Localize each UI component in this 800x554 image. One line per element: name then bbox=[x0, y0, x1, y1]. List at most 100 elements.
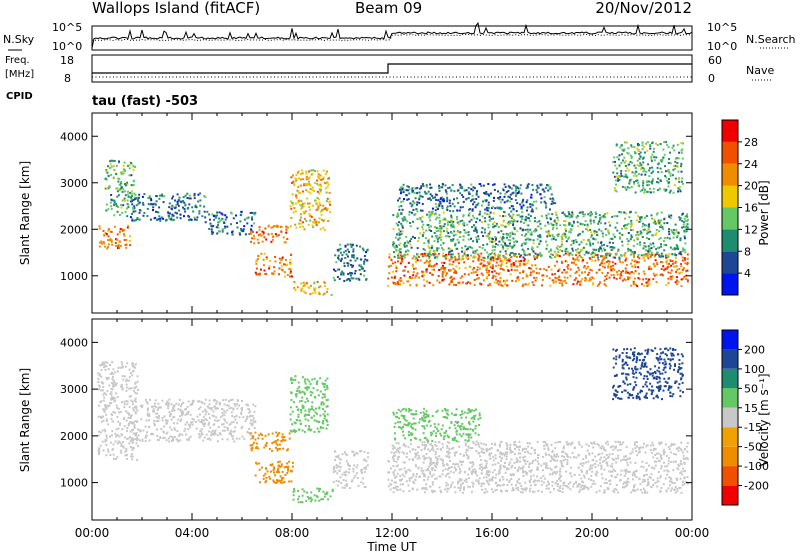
scatter-cell bbox=[150, 199, 153, 202]
scatter-cell bbox=[131, 362, 134, 364]
scatter-cell bbox=[182, 401, 185, 404]
scatter-cell bbox=[649, 255, 652, 258]
scatter-cell bbox=[634, 259, 637, 262]
scatter-cell bbox=[108, 404, 111, 407]
scatter-cell bbox=[478, 213, 481, 216]
scatter-cell bbox=[259, 268, 262, 271]
scatter-cell bbox=[435, 262, 438, 265]
scatter-cell bbox=[465, 198, 468, 201]
scatter-cell bbox=[157, 211, 160, 214]
scatter-cell bbox=[149, 398, 151, 401]
scatter-cell bbox=[409, 225, 412, 228]
scatter-cell bbox=[153, 405, 156, 408]
scatter-cell bbox=[486, 209, 489, 212]
power-y-axis-label: Slant Range [km] bbox=[18, 161, 32, 265]
scatter-cell bbox=[320, 213, 323, 216]
scatter-cell bbox=[131, 446, 134, 449]
scatter-cell bbox=[211, 213, 214, 216]
scatter-cell bbox=[278, 257, 281, 260]
scatter-cell bbox=[612, 264, 615, 267]
scatter-cell bbox=[406, 249, 409, 252]
scatter-cell bbox=[412, 200, 415, 203]
scatter-cell bbox=[448, 283, 451, 286]
scatter-cell bbox=[563, 276, 566, 279]
scatter-cell bbox=[398, 228, 400, 231]
scatter-cell bbox=[298, 400, 301, 403]
scatter-cell bbox=[166, 400, 169, 403]
scatter-cell bbox=[116, 370, 119, 373]
scatter-cell bbox=[280, 225, 283, 228]
scatter-cell bbox=[646, 237, 648, 239]
scatter-cell bbox=[672, 168, 675, 171]
scatter-cell bbox=[205, 410, 208, 413]
scatter-cell bbox=[680, 180, 683, 183]
scatter-cell bbox=[239, 220, 242, 223]
scatter-cell bbox=[531, 270, 534, 273]
scatter-cell bbox=[451, 263, 454, 266]
scatter-cell bbox=[153, 402, 156, 405]
scatter-cell bbox=[298, 495, 301, 498]
scatter-cell bbox=[127, 190, 129, 193]
scatter-cell bbox=[416, 210, 419, 213]
scatter-cell bbox=[139, 209, 142, 212]
scatter-cell bbox=[310, 405, 313, 408]
scatter-cell bbox=[543, 447, 546, 450]
scatter-cell bbox=[224, 218, 227, 221]
scatter-cell bbox=[629, 249, 632, 252]
scatter-cell bbox=[650, 156, 653, 159]
scatter-cell bbox=[116, 210, 119, 213]
scatter-cell bbox=[491, 240, 494, 243]
scatter-cell bbox=[398, 188, 401, 191]
scatter-cell bbox=[109, 454, 112, 456]
scatter-cell bbox=[128, 422, 130, 425]
scatter-cell bbox=[346, 243, 349, 246]
scatter-cell bbox=[633, 254, 635, 257]
scatter-cell bbox=[639, 220, 642, 223]
scatter-cell bbox=[300, 400, 303, 402]
scatter-cell bbox=[270, 232, 273, 235]
scatter-cell bbox=[679, 486, 682, 489]
scatter-cell bbox=[203, 436, 206, 439]
scatter-cell bbox=[131, 374, 134, 377]
scatter-cell bbox=[644, 151, 646, 154]
scatter-cell bbox=[478, 267, 481, 270]
scatter-cell bbox=[363, 451, 366, 454]
scatter-cell bbox=[612, 242, 615, 244]
scatter-cell bbox=[387, 277, 390, 280]
scatter-cell bbox=[104, 365, 107, 368]
scatter-cell bbox=[303, 217, 306, 220]
scatter-cell bbox=[303, 380, 306, 383]
scatter-cell bbox=[462, 214, 465, 217]
scatter-cell bbox=[558, 282, 561, 284]
scatter-cell bbox=[539, 240, 542, 243]
scatter-cell bbox=[258, 229, 261, 232]
scatter-cell bbox=[97, 448, 100, 451]
scatter-cell bbox=[131, 455, 134, 458]
scatter-cell bbox=[147, 197, 150, 200]
scatter-cell bbox=[643, 284, 646, 287]
scatter-cell bbox=[109, 373, 112, 376]
scatter-cell bbox=[652, 170, 655, 173]
scatter-cell bbox=[136, 438, 139, 440]
scatter-cell bbox=[514, 185, 517, 188]
scatter-cell bbox=[139, 430, 142, 433]
scatter-cell bbox=[125, 379, 128, 382]
scatter-cell bbox=[446, 234, 449, 237]
scatter-cell bbox=[126, 226, 129, 229]
scatter-cell bbox=[686, 269, 689, 272]
scatter-cell bbox=[99, 444, 102, 447]
scatter-cell bbox=[623, 278, 626, 281]
scatter-cell bbox=[344, 484, 347, 487]
scatter-cell bbox=[409, 240, 412, 243]
scatter-cell bbox=[600, 216, 603, 219]
scatter-cell bbox=[472, 250, 475, 253]
scatter-cell bbox=[438, 236, 441, 239]
scatter-cell bbox=[188, 437, 191, 440]
scatter-cell bbox=[678, 180, 681, 183]
scatter-cell bbox=[305, 176, 308, 178]
scatter-cell bbox=[274, 260, 277, 263]
scatter-cell bbox=[624, 173, 627, 176]
scatter-cell bbox=[563, 268, 566, 271]
scatter-cell bbox=[200, 432, 203, 435]
scatter-cell bbox=[468, 193, 471, 195]
